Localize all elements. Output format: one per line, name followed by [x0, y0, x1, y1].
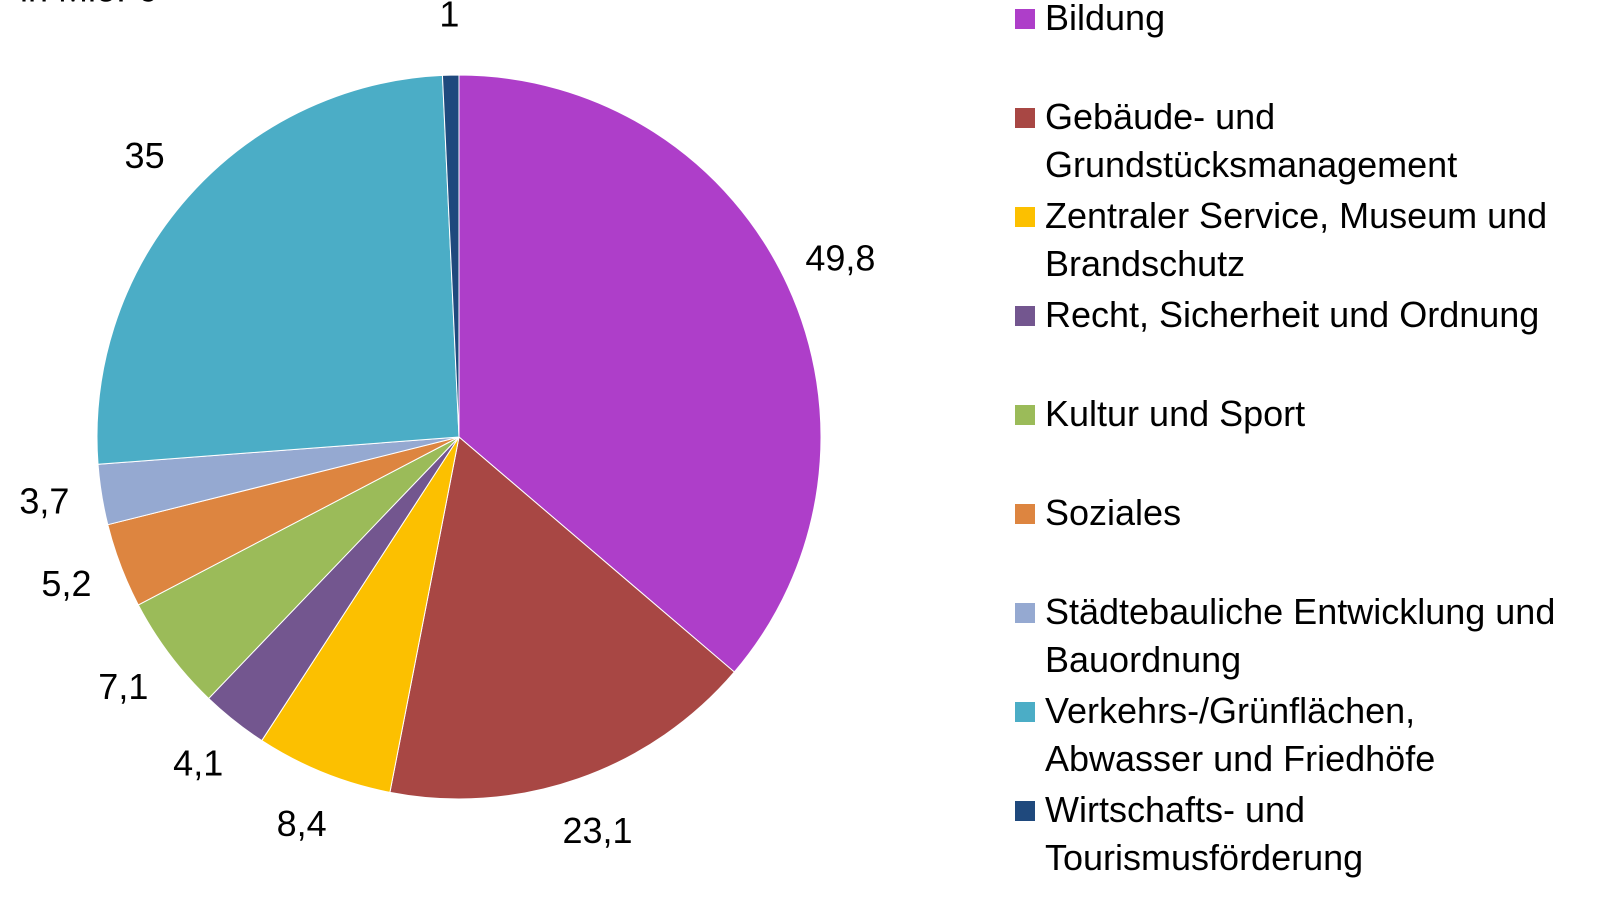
legend-swatch [1015, 108, 1035, 128]
data-label: 5,2 [41, 563, 91, 604]
legend-swatch [1015, 405, 1035, 425]
legend-swatch [1015, 306, 1035, 326]
legend-item: Gebäude- und Grundstücksmanagement [1015, 93, 1565, 189]
legend-label: Wirtschafts- und Tourismusförderung [1045, 789, 1364, 878]
data-label: 8,4 [277, 803, 327, 844]
pie-slice [96, 74, 460, 465]
legend-label: Zentraler Service, Museum und Brandschut… [1045, 195, 1548, 284]
legend-item: Zentraler Service, Museum und Brandschut… [1015, 192, 1565, 288]
legend-swatch [1015, 207, 1035, 227]
legend-item: Verkehrs-/Grünflächen, Abwasser und Frie… [1015, 687, 1565, 783]
legend-label: Gebäude- und Grundstücksmanagement [1045, 96, 1458, 185]
pie-slice [441, 74, 460, 438]
legend-label: Städtebauliche Entwicklung und Bauordnun… [1045, 591, 1556, 680]
data-label: 7,1 [98, 666, 148, 707]
data-label: 49,8 [805, 238, 875, 279]
legend-item: Soziales [1015, 489, 1565, 537]
pie-slice [389, 436, 736, 800]
data-label: 3,7 [19, 480, 69, 521]
legend-label: Kultur und Sport [1045, 393, 1306, 434]
data-label: 35 [125, 135, 165, 176]
legend-item: Städtebauliche Entwicklung und Bauordnun… [1015, 588, 1565, 684]
legend-swatch [1015, 702, 1035, 722]
legend-item: Kultur und Sport [1015, 390, 1565, 438]
legend-swatch [1015, 504, 1035, 524]
legend-item: Recht, Sicherheit und Ordnung [1015, 291, 1565, 339]
legend-swatch [1015, 603, 1035, 623]
pie-slice [261, 436, 460, 793]
legend-label: Bildung [1045, 0, 1166, 38]
pie-slice [458, 74, 822, 673]
legend-item: Bildung [1015, 0, 1565, 42]
data-label: 23,1 [562, 810, 632, 851]
subtitle: in Mio. € [20, 0, 156, 10]
legend-label: Verkehrs-/Grünflächen, Abwasser und Frie… [1045, 690, 1436, 779]
legend-label: Soziales [1045, 492, 1182, 533]
legend-swatch [1015, 9, 1035, 29]
data-label: 4,1 [173, 743, 223, 784]
legend-swatch [1015, 801, 1035, 821]
legend-item: Wirtschafts- und Tourismusförderung [1015, 786, 1565, 882]
legend-label: Recht, Sicherheit und Ordnung [1045, 294, 1540, 335]
data-label: 1 [439, 0, 459, 35]
